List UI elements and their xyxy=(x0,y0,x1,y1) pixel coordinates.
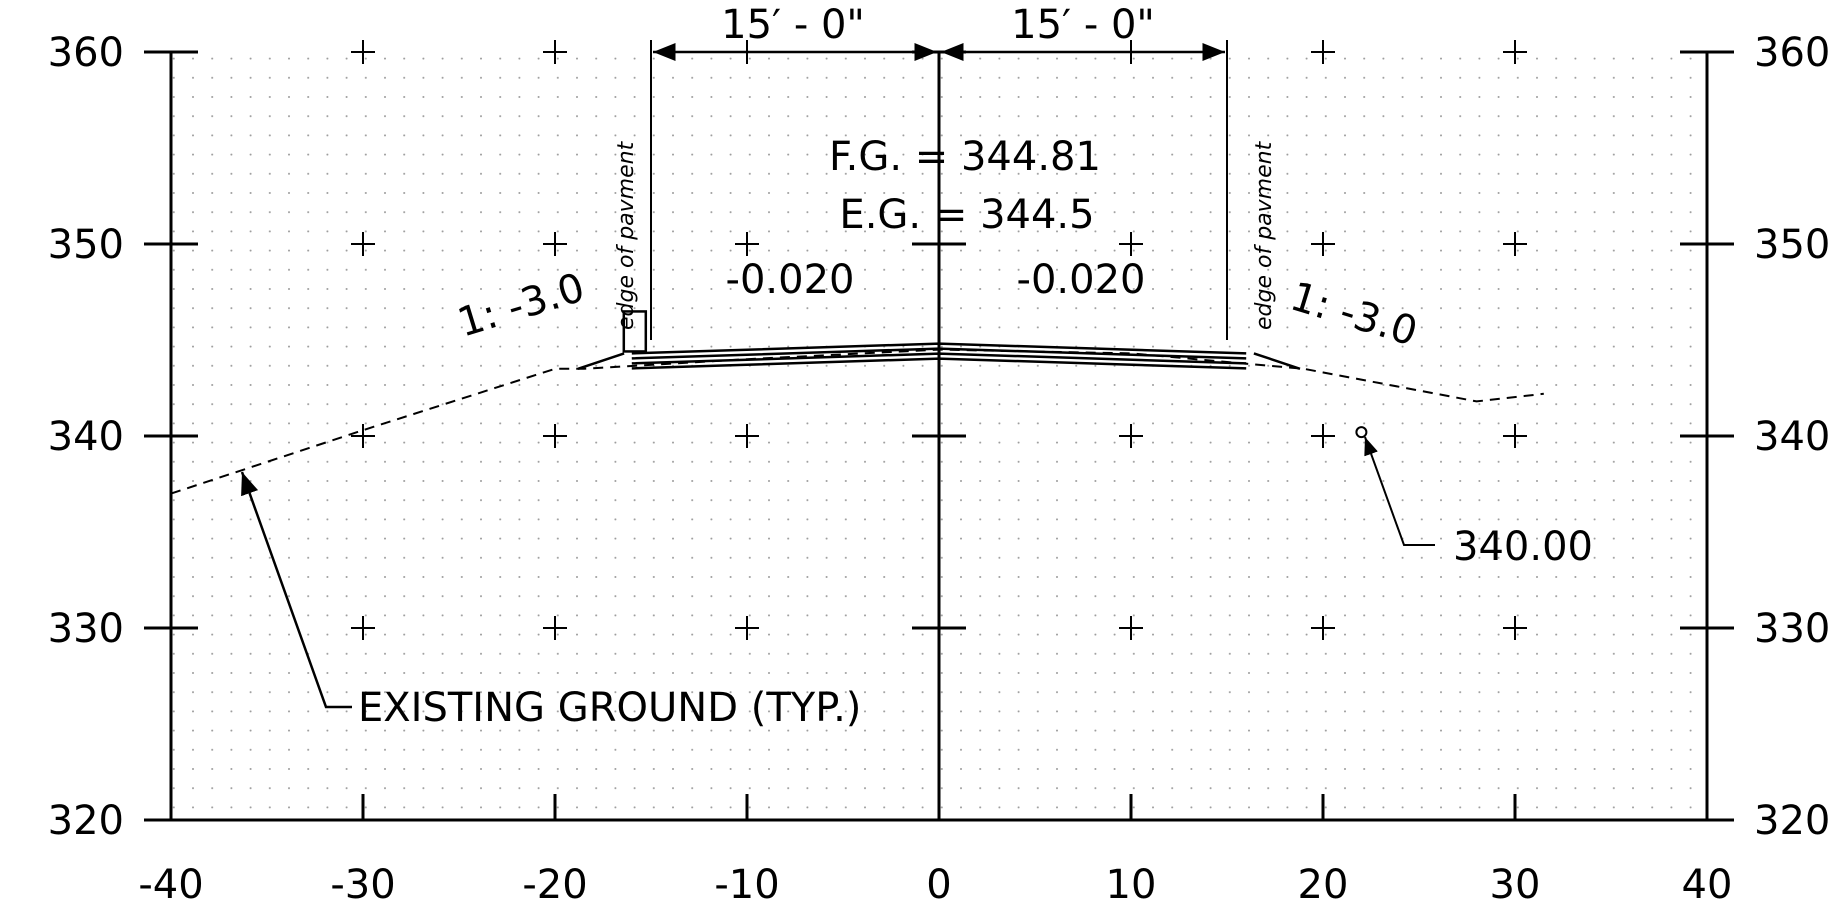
x-tick-label: 40 xyxy=(1682,862,1733,908)
y-axis-labels: 320 320 330 330 340 340 350 350 360 360 xyxy=(48,30,1831,844)
pavement-layer xyxy=(631,347,1247,360)
y-tick-label-right: 330 xyxy=(1754,606,1830,652)
existing-ground-callout: EXISTING GROUND (TYP.) xyxy=(240,471,861,731)
side-slope-right-line xyxy=(1253,352,1301,370)
finished-grade-label: F.G. = 344.81 xyxy=(829,134,1101,180)
y-tick-label-left: 320 xyxy=(48,798,124,844)
y-tick-label-left: 350 xyxy=(48,222,124,268)
y-tick-label-right: 350 xyxy=(1754,222,1830,268)
x-tick-label: 20 xyxy=(1298,862,1349,908)
x-axis-labels: -40 -30 -20 -10 0 10 20 30 40 xyxy=(138,794,1732,908)
elevation-point-marker xyxy=(1355,426,1368,439)
edge-of-pavement-right-label: edge of pavment xyxy=(1252,140,1277,330)
curb xyxy=(622,310,648,353)
dimension-right-label: 15′ - 0" xyxy=(1011,2,1155,48)
existing-ground-callout-label: EXISTING GROUND (TYP.) xyxy=(358,685,861,731)
x-tick-label: -30 xyxy=(330,862,395,908)
pavement-layer xyxy=(631,342,1247,355)
y-tick-label-left: 360 xyxy=(48,30,124,76)
y-tick-label-right: 320 xyxy=(1754,798,1830,844)
y-tick-label-left: 340 xyxy=(48,414,124,460)
pavement-layer xyxy=(631,352,1247,365)
x-tick-label: 10 xyxy=(1106,862,1157,908)
edge-of-pavement-left-label: edge of pavment xyxy=(614,140,639,330)
x-tick-label: 0 xyxy=(926,862,951,908)
y-tick-label-left: 330 xyxy=(48,606,124,652)
existing-ground-line xyxy=(170,348,1544,495)
elevation-leader xyxy=(1364,436,1435,546)
y-tick-label-right: 340 xyxy=(1754,414,1830,460)
roadway-section xyxy=(577,310,1301,370)
existing-grade-label: E.G. = 344.5 xyxy=(839,192,1094,238)
x-tick-label: -40 xyxy=(138,862,203,908)
grid-crosses xyxy=(351,40,1527,640)
x-tick-label: 30 xyxy=(1490,862,1541,908)
side-slope-left-line xyxy=(577,352,625,370)
cross-slope-right: -0.020 xyxy=(1017,257,1146,303)
cross-slope-left: -0.020 xyxy=(726,257,855,303)
existing-ground-leader xyxy=(240,471,352,709)
pavement-layer xyxy=(631,357,1247,370)
elevation-callout: 340.00 xyxy=(1355,426,1593,570)
x-tick-label: -10 xyxy=(714,862,779,908)
dimension-left-label: 15′ - 0" xyxy=(721,2,865,48)
x-tick-label: -20 xyxy=(522,862,587,908)
dimension-lines xyxy=(650,40,1228,340)
y-tick-label-right: 360 xyxy=(1754,30,1830,76)
elevation-callout-label: 340.00 xyxy=(1453,524,1593,570)
